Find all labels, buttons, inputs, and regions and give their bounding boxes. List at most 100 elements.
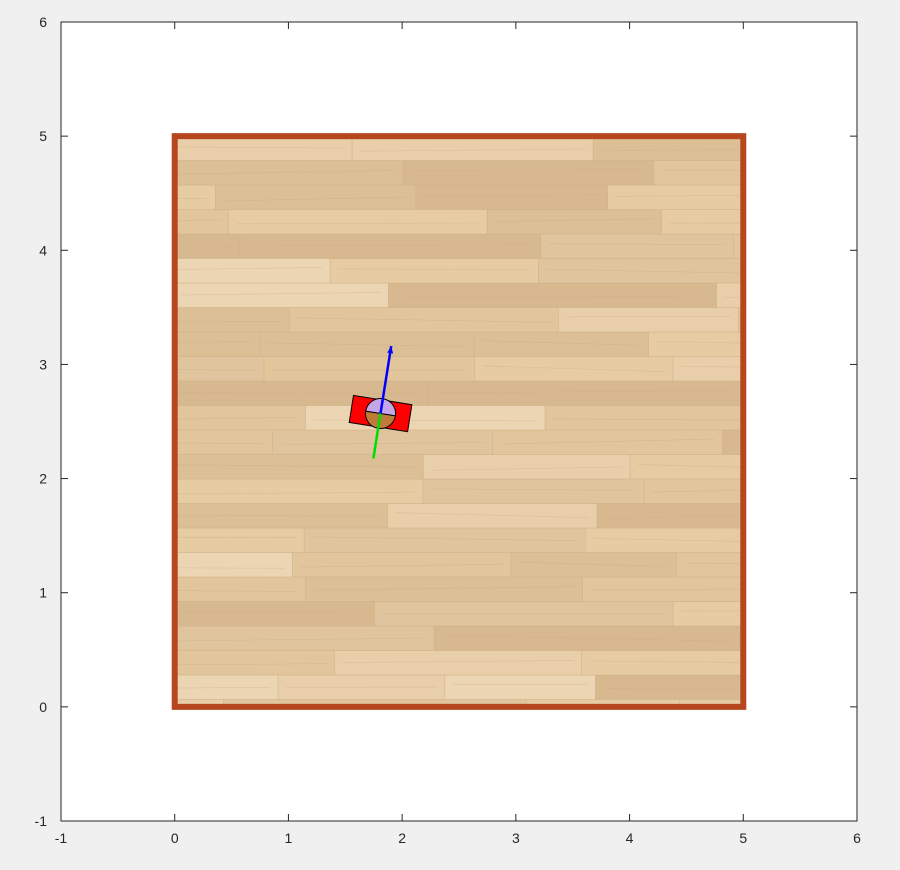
wood-grain [338,268,531,271]
wood-grain [430,488,637,491]
floor-plank [289,307,559,333]
floor-plank [629,454,744,480]
floor-plank [679,699,744,707]
wood-grain [495,218,654,222]
floor-plank [607,184,744,210]
x-tick-label: 5 [739,830,747,846]
y-tick-label: 2 [39,471,47,487]
floor-plank [228,209,488,235]
floor-plank [672,356,744,382]
wood-grain [236,222,480,225]
x-tick-label: 3 [512,830,520,846]
floor-plank [174,478,424,504]
y-tick-label: 5 [39,128,47,144]
wood-grain [313,586,575,591]
wood-grain [638,464,744,468]
floor-plank [423,454,631,480]
y-tick-label: 4 [39,242,47,258]
y-tick-label: 3 [39,356,47,372]
floor-plank [538,258,744,284]
arena-border [171,133,747,710]
x-tick-label: 6 [853,830,861,846]
floor-plank [428,380,742,406]
floor-plank [174,307,290,333]
x-tick-label: 0 [171,830,179,846]
floor-plank [239,233,542,259]
floor-plank [486,209,663,235]
floor-plank [722,429,744,455]
floor-plank [582,576,744,602]
floor-plank [271,429,494,455]
wood-grain [271,369,467,371]
wood-grain [442,635,732,642]
heading-arrow [379,345,393,414]
wood-grain [174,245,232,247]
floor-plank [526,699,681,707]
wood-grain [482,365,666,372]
floor-plank [540,233,734,259]
x-axis-tick-labels: -1 0 1 2 3 4 5 6 [55,830,861,846]
y-tick-label: 0 [39,699,47,715]
floor-plank [174,699,225,707]
wood-grain [174,663,327,666]
wood-grain [500,438,715,445]
floor-plank [174,429,273,455]
y-tick-label: 6 [39,14,47,30]
wood-grain [546,268,744,274]
floor-plank [291,552,512,578]
wood-grain [410,169,646,171]
wood-grain [181,292,381,296]
robot [348,345,413,459]
wood-grain [681,366,744,368]
floor-plank [334,650,582,676]
floor-plank [174,209,230,235]
wood-grain [174,219,221,221]
floor-plank [174,184,216,210]
wood-grain [174,267,323,270]
floor-plank [174,625,435,651]
wood-grain [553,418,744,421]
arena [171,133,747,710]
wood-grain [396,295,709,299]
wood-grain [661,169,744,172]
wood-grain [280,442,485,445]
y-axis-tick-labels: -1 0 1 2 3 4 5 6 [35,14,48,829]
floor-plank [672,601,744,627]
y-tick-label: -1 [35,813,48,829]
floor-plank [388,282,717,308]
floor-plank [402,160,655,186]
floor-plank [733,233,744,259]
floor-plank [648,331,744,357]
wood-grain [297,317,551,323]
x-tick-label: 1 [285,830,293,846]
floor-plank [444,674,596,700]
wood-grain [174,590,298,592]
wood-grain [684,562,744,564]
floor-plank [174,160,404,186]
floor-planks [174,136,744,707]
floor-plank [351,136,594,161]
floor-plank [596,503,744,529]
x-tick-label: 4 [626,830,634,846]
wood-grain [601,149,744,151]
wood-grain [174,369,257,371]
wood-grain [174,417,298,420]
wood-grain [267,342,467,347]
floor-plank [473,331,649,357]
wood-grain [436,390,734,394]
floor-plank [174,527,305,553]
floor-plank [305,405,546,431]
floor-plank [415,184,609,210]
floor-plank [557,307,739,333]
wood-grain [342,660,574,663]
wood-grain [652,490,744,493]
floor-plank [653,160,744,186]
floor-plank [174,282,389,308]
wood-grain [174,514,380,517]
wood-grain [174,611,367,614]
wood-grain [589,660,744,663]
wood-grain [593,538,744,542]
floor-plank [304,576,583,602]
wood-grain [174,491,416,495]
